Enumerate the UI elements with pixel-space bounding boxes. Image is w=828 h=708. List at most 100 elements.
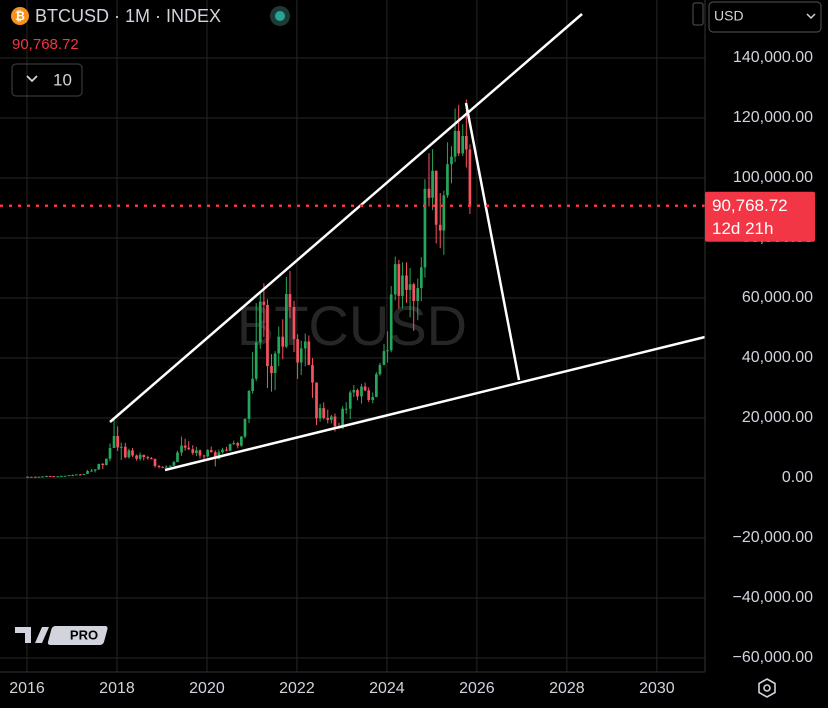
candle-body <box>273 353 277 373</box>
candle-body <box>63 475 67 477</box>
candle-body <box>105 458 108 465</box>
candle-body <box>258 301 262 343</box>
candle-body <box>446 164 449 196</box>
candle-body <box>408 284 412 290</box>
settings-icon-center <box>763 684 771 692</box>
candle-body <box>468 149 472 206</box>
candle-body <box>29 476 33 478</box>
candle-body <box>198 450 202 456</box>
watermark: BTCUSD <box>237 294 467 357</box>
btc-icon <box>11 7 29 25</box>
candle-body <box>352 390 356 393</box>
candle-body <box>393 264 397 295</box>
candle-body <box>363 386 367 391</box>
candle-body <box>288 294 292 307</box>
currency-select[interactable] <box>708 1 822 33</box>
projection-line <box>464 102 521 381</box>
candle-body <box>442 195 446 231</box>
candle-body <box>307 341 311 365</box>
currency-chevron <box>806 13 816 20</box>
y-tick-label: −60,000.00 <box>732 649 813 666</box>
indicator-toggle[interactable] <box>11 63 83 97</box>
x-tick-label: 2030 <box>639 680 675 697</box>
candle-body <box>464 135 468 150</box>
candle-body <box>412 284 416 301</box>
candle-body <box>285 294 288 347</box>
candles <box>26 99 472 478</box>
candle-body <box>90 470 93 472</box>
y-tick-label: 140,000.00 <box>733 49 813 66</box>
candle-body <box>164 466 168 468</box>
candle-body <box>26 476 30 478</box>
candle-body <box>251 378 254 391</box>
candle-body <box>382 351 386 365</box>
candle-body <box>146 456 150 459</box>
trend-lines <box>109 13 706 472</box>
candle-body <box>142 454 146 457</box>
y-tick-label: 100,000.00 <box>733 169 813 186</box>
candle-body <box>127 450 131 458</box>
candle-body <box>225 449 228 451</box>
candle-body <box>71 475 75 477</box>
candle-body <box>303 341 307 349</box>
candle-body <box>240 436 243 446</box>
candle-body <box>161 466 164 468</box>
candle-body <box>37 476 41 478</box>
candle-body <box>213 452 217 459</box>
candle-body <box>374 374 378 397</box>
candle-body <box>108 447 112 459</box>
y-tick-label: 40,000.00 <box>742 349 813 366</box>
candle-body <box>232 443 236 445</box>
candle-body <box>153 459 157 466</box>
candle-body <box>195 450 198 454</box>
candle-body <box>101 463 105 465</box>
candle-body <box>60 475 63 477</box>
candle-body <box>93 469 97 471</box>
time-axis-panel <box>0 672 705 708</box>
x-tick-label: 2024 <box>369 680 405 697</box>
candle-body <box>405 275 408 290</box>
candle-body <box>41 476 44 478</box>
candle-body <box>135 455 138 459</box>
candle-body <box>296 339 299 363</box>
candle-body <box>52 476 56 478</box>
grid <box>0 0 705 672</box>
market-status-dot <box>275 11 285 21</box>
upper-trend-line <box>109 13 583 423</box>
candle-body <box>438 224 442 231</box>
tv-logo: PRO <box>15 626 108 645</box>
candle-body <box>183 445 187 448</box>
candle-body <box>450 156 453 165</box>
x-tick-label: 2026 <box>459 680 495 697</box>
candle-body <box>453 130 457 157</box>
candle-body <box>131 450 134 456</box>
candle-body <box>168 465 172 467</box>
y-tick-label: −40,000.00 <box>732 589 813 606</box>
price-tag-box <box>705 191 815 242</box>
candle-body <box>247 390 251 419</box>
candle-body <box>67 475 71 477</box>
x-tick-label: 2016 <box>9 680 45 697</box>
candle-body <box>311 364 314 383</box>
candle-body <box>322 408 326 418</box>
candle-body <box>299 348 303 363</box>
x-tick-label: 2022 <box>279 680 315 697</box>
candle-body <box>180 445 183 453</box>
candle-body <box>187 447 191 450</box>
indicator-count: 10 <box>53 70 72 89</box>
pro-label: PRO <box>70 627 98 642</box>
candle-body <box>371 396 375 400</box>
candle-body <box>416 288 420 301</box>
settings-button[interactable] <box>758 678 776 698</box>
candle-body <box>461 135 465 154</box>
candle-body <box>206 450 209 457</box>
y-tick-label: 0.00 <box>782 469 813 486</box>
candle-body <box>344 408 348 410</box>
candle-body <box>45 475 48 477</box>
candle-body <box>116 435 119 448</box>
candle-body <box>157 465 161 467</box>
panel-toggle[interactable] <box>692 2 704 26</box>
candle-body <box>281 336 285 347</box>
price-tag-label: 90,768.72 <box>712 196 788 215</box>
